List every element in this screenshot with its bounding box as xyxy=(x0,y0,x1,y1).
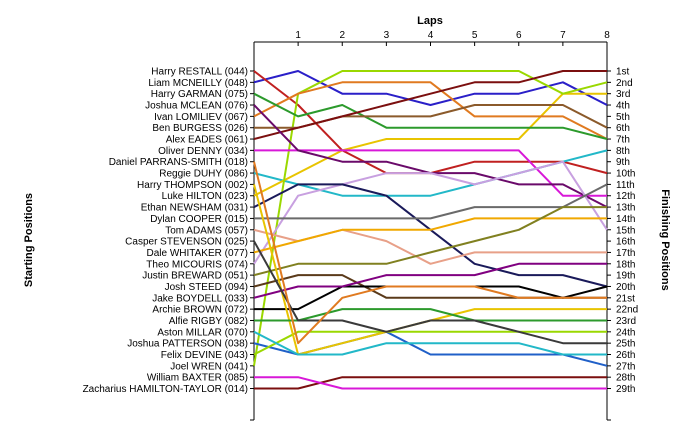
series-line-26 xyxy=(253,330,607,356)
finishing-position-label: 7th xyxy=(616,135,630,146)
starting-position-label: Justin BREWARD (051) xyxy=(142,271,248,282)
tick-labels: 1 2 3 4 5 6 7 8 Harry RESTALL (044) 1st Liam MCNEI… xyxy=(83,30,639,395)
starting-position-label: Dale WHITAKER (077) xyxy=(146,248,248,259)
series-line-7 xyxy=(253,92,608,140)
series-line-1 xyxy=(253,70,608,106)
finishing-position-label: 16th xyxy=(616,237,635,248)
y-axis-right-title: Finishing Positions xyxy=(659,189,671,290)
finishing-position-label: 20th xyxy=(616,282,635,293)
x-axis-title: Laps xyxy=(417,15,443,27)
starting-position-label: Oliver DENNY (034) xyxy=(158,146,248,157)
starting-position-label: Zacharius HAMILTON-TAYLOR (014) xyxy=(83,384,248,395)
finishing-position-label: 4th xyxy=(616,101,630,112)
series-line-23 xyxy=(253,184,607,356)
x-tick-label: 7 xyxy=(560,30,566,41)
series-line-6 xyxy=(253,81,608,140)
starting-position-label: Archie BROWN (072) xyxy=(152,305,248,316)
starting-position-label: Harry THOMPSON (002) xyxy=(137,180,248,191)
x-tick-label: 6 xyxy=(516,30,522,41)
starting-position-label: Jake BOYDELL (033) xyxy=(152,293,248,304)
finishing-position-label: 28th xyxy=(616,373,635,384)
series-line-25 xyxy=(253,240,607,345)
finishing-position-label: 5th xyxy=(616,112,630,123)
starting-position-label: Ben BURGESS (026) xyxy=(152,123,248,134)
starting-position-label: Ivan LOMILIEV (067) xyxy=(154,112,248,123)
finishing-position-label: 29th xyxy=(616,384,635,395)
starting-position-label: Harry RESTALL (044) xyxy=(151,67,248,78)
series-line-11 xyxy=(253,104,608,208)
finishing-position-label: 25th xyxy=(616,339,635,350)
finishing-position-label: 15th xyxy=(616,225,635,236)
starting-position-label: Casper STEVENSON (025) xyxy=(125,237,248,248)
starting-position-label: Harry GARMAN (075) xyxy=(151,89,248,100)
starting-position-label: Tom ADAMS (057) xyxy=(165,225,248,236)
series-line-12 xyxy=(253,160,608,265)
starting-position-label: Daniel PARRANS-SMITH (018) xyxy=(109,157,248,168)
starting-position-label: Alex EADES (061) xyxy=(166,135,248,146)
series-line-27 xyxy=(253,161,607,345)
starting-position-label: Joshua MCLEAN (076) xyxy=(145,101,248,112)
starting-position-label: Joshua PATTERSON (038) xyxy=(127,339,248,350)
starting-position-label: Dylan COOPER (015) xyxy=(150,214,248,225)
series-line-5 xyxy=(253,70,608,366)
series-line-4 xyxy=(253,92,607,197)
finishing-position-label: 19th xyxy=(616,271,635,282)
finishing-position-label: 6th xyxy=(616,123,630,134)
starting-position-label: Josh STEED (094) xyxy=(165,282,248,293)
finishing-position-label: 26th xyxy=(616,350,635,361)
series-lines xyxy=(253,70,608,390)
finishing-position-label: 13th xyxy=(616,203,635,214)
finishing-position-label: 17th xyxy=(616,248,635,259)
finishing-position-label: 3rd xyxy=(616,89,630,100)
series-line-22 xyxy=(253,262,607,299)
starting-position-label: Alfie RIGBY (082) xyxy=(169,316,248,327)
starting-position-label: Liam MCNEILLY (048) xyxy=(148,78,248,89)
series-line-28 xyxy=(254,376,607,390)
series-line-16 xyxy=(254,183,608,220)
finishing-position-label: 27th xyxy=(616,361,635,372)
finishing-position-label: 14th xyxy=(616,214,635,225)
series-line-2 xyxy=(253,70,608,175)
finishing-position-label: 23rd xyxy=(616,316,636,327)
y-axis-left-title: Starting Positions xyxy=(23,193,35,287)
x-tick-label: 1 xyxy=(295,30,301,41)
starting-position-label: Felix DEVINE (043) xyxy=(161,350,248,361)
starting-position-label: Reggie DUHY (086) xyxy=(159,169,248,180)
finishing-position-label: 11th xyxy=(616,180,635,191)
finishing-position-label: 24th xyxy=(616,327,635,338)
finishing-position-label: 2nd xyxy=(616,78,633,89)
starting-position-label: William BAXTER (085) xyxy=(147,373,248,384)
starting-position-label: Joel WREN (041) xyxy=(170,361,248,372)
finishing-position-label: 10th xyxy=(616,169,635,180)
x-tick-label: 5 xyxy=(472,30,478,41)
series-line-14 xyxy=(253,228,607,265)
series-line-17 xyxy=(253,330,608,367)
series-line-15 xyxy=(253,217,607,254)
finishing-position-label: 18th xyxy=(616,259,635,270)
finishing-position-label: 9th xyxy=(616,157,630,168)
finishing-position-label: 12th xyxy=(616,191,635,202)
finishing-position-label: 21st xyxy=(616,293,635,304)
finishing-position-label: 8th xyxy=(616,146,630,157)
series-line-29 xyxy=(254,376,607,390)
series-line-9 xyxy=(253,70,607,140)
starting-position-label: Theo MICOURIS (074) xyxy=(146,259,248,270)
series-line-24 xyxy=(254,308,607,322)
finishing-position-label: 22nd xyxy=(616,305,638,316)
finishing-position-label: 1st xyxy=(616,67,630,78)
series-line-10 xyxy=(254,149,607,197)
series-line-13 xyxy=(253,183,608,288)
starting-position-label: Aston MILLAR (070) xyxy=(157,327,248,338)
series-line-18 xyxy=(253,206,607,277)
x-tick-label: 3 xyxy=(384,30,390,41)
x-tick-label: 4 xyxy=(428,30,434,41)
x-tick-label: 8 xyxy=(604,30,610,41)
series-line-21 xyxy=(253,330,607,356)
starting-position-label: Ethan NEWSHAM (031) xyxy=(141,203,248,214)
starting-position-label: Luke HILTON (023) xyxy=(162,191,248,202)
x-tick-label: 2 xyxy=(339,30,345,41)
